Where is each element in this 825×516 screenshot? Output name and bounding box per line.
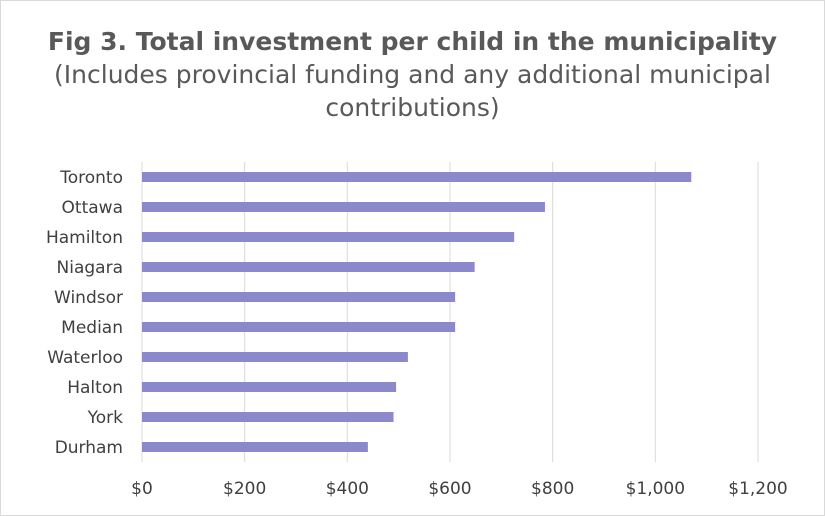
chart-title: Fig 3. Total investment per child in the… bbox=[21, 25, 804, 124]
category-label-durham: Durham bbox=[55, 438, 123, 458]
bar-durham bbox=[142, 442, 368, 452]
bar-windsor bbox=[142, 292, 456, 302]
chart-title-bold: Fig 3. Total investment per child in the… bbox=[47, 27, 778, 56]
bar-york bbox=[142, 412, 394, 422]
bar-toronto bbox=[142, 172, 692, 182]
category-label-hamilton: Hamilton bbox=[46, 228, 123, 248]
category-label-median: Median bbox=[61, 318, 123, 338]
x-tick-label: $200 bbox=[223, 479, 266, 499]
x-tick-label: $800 bbox=[531, 479, 574, 499]
chart-title-subtitle: (Includes provincial funding and any add… bbox=[54, 60, 771, 122]
x-tick-label: $1,000 bbox=[626, 479, 685, 499]
category-label-york: York bbox=[87, 408, 124, 428]
bar-ottawa bbox=[142, 202, 545, 212]
x-tick-label: $0 bbox=[131, 479, 153, 499]
bar-waterloo bbox=[142, 352, 408, 362]
category-label-halton: Halton bbox=[67, 378, 123, 398]
bar-halton bbox=[142, 382, 397, 392]
category-label-waterloo: Waterloo bbox=[47, 348, 123, 368]
x-tick-label: $1,200 bbox=[728, 479, 787, 499]
bar-niagara bbox=[142, 262, 475, 272]
x-tick-label: $600 bbox=[428, 479, 471, 499]
bar-median bbox=[142, 322, 456, 332]
category-label-toronto: Toronto bbox=[59, 168, 123, 188]
bar-hamilton bbox=[142, 232, 515, 242]
category-label-niagara: Niagara bbox=[57, 258, 123, 278]
category-label-windsor: Windsor bbox=[54, 288, 123, 308]
x-tick-label: $400 bbox=[326, 479, 369, 499]
category-label-ottawa: Ottawa bbox=[62, 198, 123, 218]
